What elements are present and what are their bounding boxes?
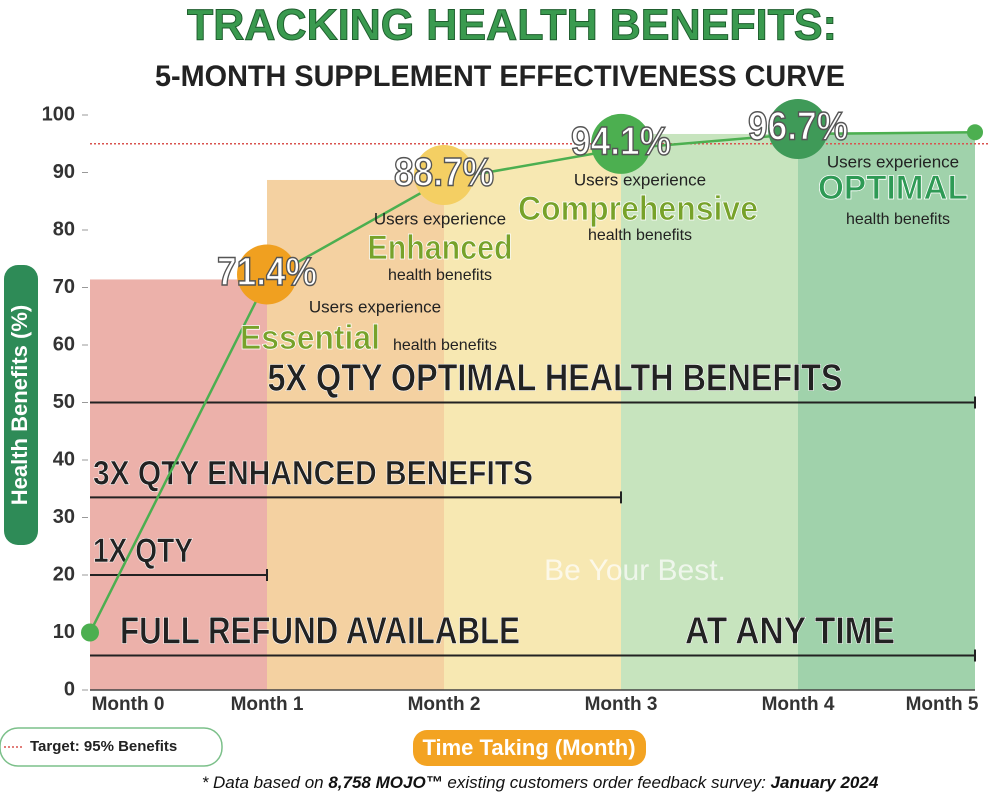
x-axis-label: Time Taking (Month) [422, 735, 635, 760]
annotation-pre: Users experience [374, 209, 506, 228]
annotation-pre: Users experience [309, 297, 441, 316]
y-tick-label: 0 [64, 678, 75, 700]
y-tick-label: 70 [53, 276, 75, 298]
footnote: * Data based on 8,758 MOJO™ existing cus… [202, 773, 879, 792]
x-tick-label: Month 3 [585, 694, 658, 715]
annotation-post: health benefits [846, 211, 950, 228]
value-label: 71.4% [217, 250, 317, 294]
x-label-box [413, 730, 646, 766]
value-badge [768, 98, 828, 159]
tier-label: FULL REFUND AVAILABLE [120, 611, 520, 653]
x-tick-label: Month 0 [92, 694, 165, 715]
footnote-part: existing customers order feedback survey… [443, 773, 771, 792]
y-tick-label: 50 [53, 391, 75, 413]
benefit-band [444, 148, 621, 691]
benefit-band [798, 132, 975, 690]
annotation-pre: Users experience [827, 152, 959, 171]
y-tick-label: 40 [53, 448, 75, 470]
tier-label: 1X QTY [93, 532, 193, 570]
x-tick-label: Month 2 [408, 694, 481, 715]
annotation-keyword: Essential [240, 319, 380, 357]
chart-subtitle: 5-MONTH SUPPLEMENT EFFECTIVENESS CURVE [155, 60, 845, 93]
annotation-post: health benefits [388, 267, 492, 284]
legend [0, 727, 223, 767]
end-point [967, 124, 983, 141]
legend-label: Target: 95% Benefits [30, 738, 177, 755]
y-tick-label: 60 [53, 333, 75, 355]
footnote-part: 8,758 MOJO™ [328, 773, 442, 792]
y-tick-label: 80 [53, 218, 75, 240]
y-tick-label: 90 [53, 161, 75, 183]
chart-title: TRACKING HEALTH BENEFITS: [187, 1, 837, 50]
watermark: Be Your Best. [544, 554, 726, 587]
value-badge [237, 244, 297, 305]
y-tick-label: 20 [53, 563, 75, 585]
value-label: 88.7% [394, 151, 494, 195]
annotation-post: health benefits [588, 227, 692, 244]
annotation-keyword: OPTIMAL [818, 169, 968, 207]
benefit-band [267, 179, 444, 690]
x-tick-label: Month 1 [231, 694, 304, 715]
tier-label: AT ANY TIME [685, 611, 895, 653]
y-tick-label: 100 [42, 103, 75, 125]
value-label: 94.1% [571, 119, 671, 163]
footnote-part: * Data based on [202, 773, 329, 792]
benefit-band [90, 279, 267, 690]
annotation-keyword: Enhanced [368, 229, 513, 267]
value-badge [414, 144, 474, 205]
y-axis-label: Health Benefits (%) [7, 305, 32, 505]
start-point [81, 623, 99, 642]
x-tick-label: Month 4 [762, 694, 835, 715]
annotation-post: health benefits [393, 337, 497, 354]
x-tick-label: Month 5 [906, 694, 979, 715]
annotation-pre: Users experience [574, 170, 706, 189]
tier-label: 5X QTY OPTIMAL HEALTH BENEFITS [268, 358, 843, 400]
value-label: 96.7% [748, 105, 848, 149]
footnote-part: January 2024 [771, 773, 879, 792]
value-badge [591, 113, 651, 174]
tier-label: 3X QTY ENHANCED BENEFITS [93, 454, 533, 492]
y-tick-label: 10 [53, 621, 75, 643]
benefit-band [621, 133, 798, 691]
y-label-box [4, 265, 38, 545]
y-tick-label: 30 [53, 506, 75, 528]
annotation-keyword: Comprehensive [518, 190, 758, 228]
plot-area: Be Your Best. 0 10 20 30 40 50 60 70 80 90 100 Month… [42, 98, 990, 715]
